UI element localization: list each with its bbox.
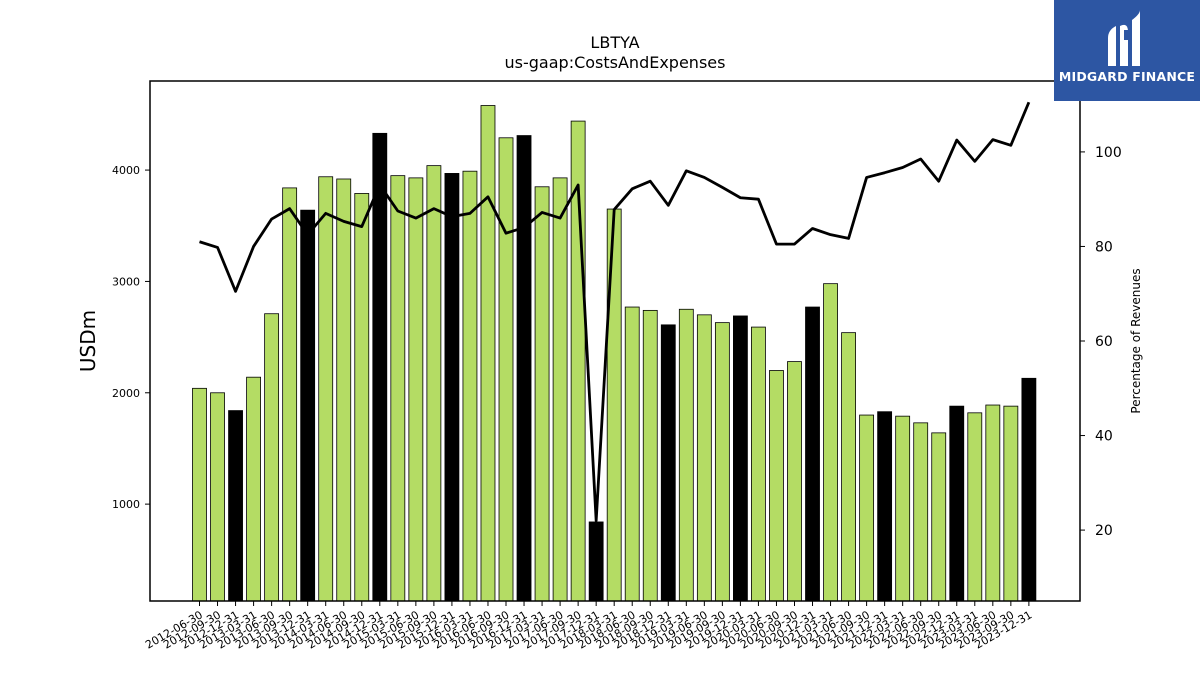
bar-2018-12-31 xyxy=(660,324,676,602)
bar-2022-09-30 xyxy=(931,432,947,602)
bar-2014-06-30 xyxy=(336,178,352,602)
bar-2023-12-31 xyxy=(1021,377,1037,602)
y-axis-label: USDm xyxy=(76,310,100,372)
bar-2013-12-31 xyxy=(300,209,316,602)
right-axis: 20 40 60 80 100 xyxy=(1080,145,1122,539)
bar-2013-09-30 xyxy=(282,187,298,602)
bar-2018-03-31 xyxy=(606,208,622,602)
bar-2015-03-31 xyxy=(390,175,406,602)
bar-2012-06-30 xyxy=(192,387,207,602)
bar-2015-06-30 xyxy=(408,177,424,602)
right-tick-label: 100 xyxy=(1095,145,1122,161)
bar-2022-12-31 xyxy=(949,405,965,602)
bar-2018-06-30 xyxy=(624,306,640,602)
bar-2013-03-31 xyxy=(246,376,261,602)
bar-2017-06-30 xyxy=(552,177,568,602)
bar-2017-12-31 xyxy=(588,521,604,602)
bars-layer xyxy=(192,105,1037,602)
bar-2019-09-30 xyxy=(714,322,730,602)
bar-2023-06-30 xyxy=(985,404,1001,602)
bar-2015-09-30 xyxy=(426,165,442,602)
bar-2017-03-31 xyxy=(534,186,550,602)
bar-2013-06-30 xyxy=(264,313,280,602)
bar-2012-09-30 xyxy=(210,392,225,602)
logo-text: MIDGARD FINANCE xyxy=(1058,69,1196,84)
bar-2023-09-30 xyxy=(1003,405,1019,602)
x-axis: 2012-06-302012-09-302012-12-312013-03-31… xyxy=(143,601,1034,652)
bar-2016-03-31 xyxy=(462,170,478,602)
bar-2012-12-31 xyxy=(228,410,243,602)
left-axis: 1000 2000 3000 4000 xyxy=(112,164,150,511)
right-tick-label: 80 xyxy=(1095,239,1113,255)
midgard-m-logo-icon xyxy=(1108,10,1140,66)
bar-2014-12-31 xyxy=(372,132,388,602)
line-layer xyxy=(199,101,1031,523)
chart-title: LBTYA xyxy=(590,33,639,52)
bar-2020-12-31 xyxy=(805,306,820,602)
chart-subtitle: us-gaap:CostsAndExpenses xyxy=(505,53,726,72)
bar-2020-06-30 xyxy=(769,370,784,602)
percentage-line xyxy=(199,101,1031,523)
bar-2019-06-30 xyxy=(696,314,712,602)
bar-2016-09-30 xyxy=(498,137,514,602)
bar-2019-03-31 xyxy=(678,308,694,602)
bar-2020-09-30 xyxy=(787,361,802,602)
bar-2021-12-31 xyxy=(877,411,893,602)
bar-2016-12-31 xyxy=(516,135,532,602)
bar-2021-06-30 xyxy=(841,332,856,602)
bar-2020-03-31 xyxy=(751,326,766,602)
left-tick-label: 1000 xyxy=(112,498,140,511)
right-tick-label: 20 xyxy=(1095,523,1113,539)
bar-2021-09-30 xyxy=(859,414,875,602)
bar-2016-06-30 xyxy=(480,105,496,602)
right-tick-label: 40 xyxy=(1095,429,1113,445)
y-axis-right-label: Percentage of Revenues xyxy=(1129,268,1143,413)
bar-2014-09-30 xyxy=(354,193,370,602)
bar-2014-03-31 xyxy=(318,176,334,602)
bar-2021-03-31 xyxy=(823,283,838,602)
bar-2022-03-31 xyxy=(895,415,911,602)
bar-2019-12-31 xyxy=(733,315,748,602)
right-tick-label: 60 xyxy=(1095,334,1113,350)
bar-2022-06-30 xyxy=(913,422,929,602)
bar-2015-12-31 xyxy=(444,173,460,602)
bar-2018-09-30 xyxy=(642,309,658,602)
left-tick-label: 4000 xyxy=(112,164,140,177)
left-tick-label: 3000 xyxy=(112,275,140,288)
left-tick-label: 2000 xyxy=(112,387,140,400)
bar-2023-03-31 xyxy=(967,412,983,602)
midgard-finance-logo: MIDGARD FINANCE xyxy=(1054,0,1200,101)
